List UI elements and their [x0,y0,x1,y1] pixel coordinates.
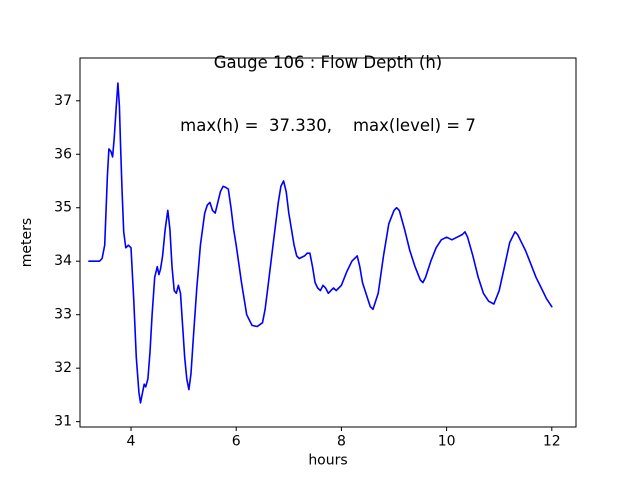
x-tick-label: 4 [127,434,136,450]
y-axis-label: meters [19,218,35,267]
y-tick-label: 37 [54,93,72,109]
axes-frame [79,57,577,428]
chart-title-line2: max(h) = 37.330, max(level) = 7 [180,116,476,135]
y-tick-label: 31 [54,414,72,430]
x-axis-label: hours [308,453,347,469]
y-tick-label: 33 [54,307,72,323]
y-tick-label: 35 [54,200,72,216]
x-tick-label: 12 [543,434,561,450]
flow-depth-line [88,82,553,404]
y-tick-label: 36 [54,146,72,162]
x-tick-label: 8 [337,434,346,450]
x-tick-label: 10 [438,434,456,450]
y-tick-label: 34 [54,253,72,269]
y-tick-label: 32 [54,360,72,376]
x-tick-label: 6 [232,434,241,450]
chart-title: Gauge 106 : Flow Depth (h) max(h) = 37.3… [80,10,576,178]
